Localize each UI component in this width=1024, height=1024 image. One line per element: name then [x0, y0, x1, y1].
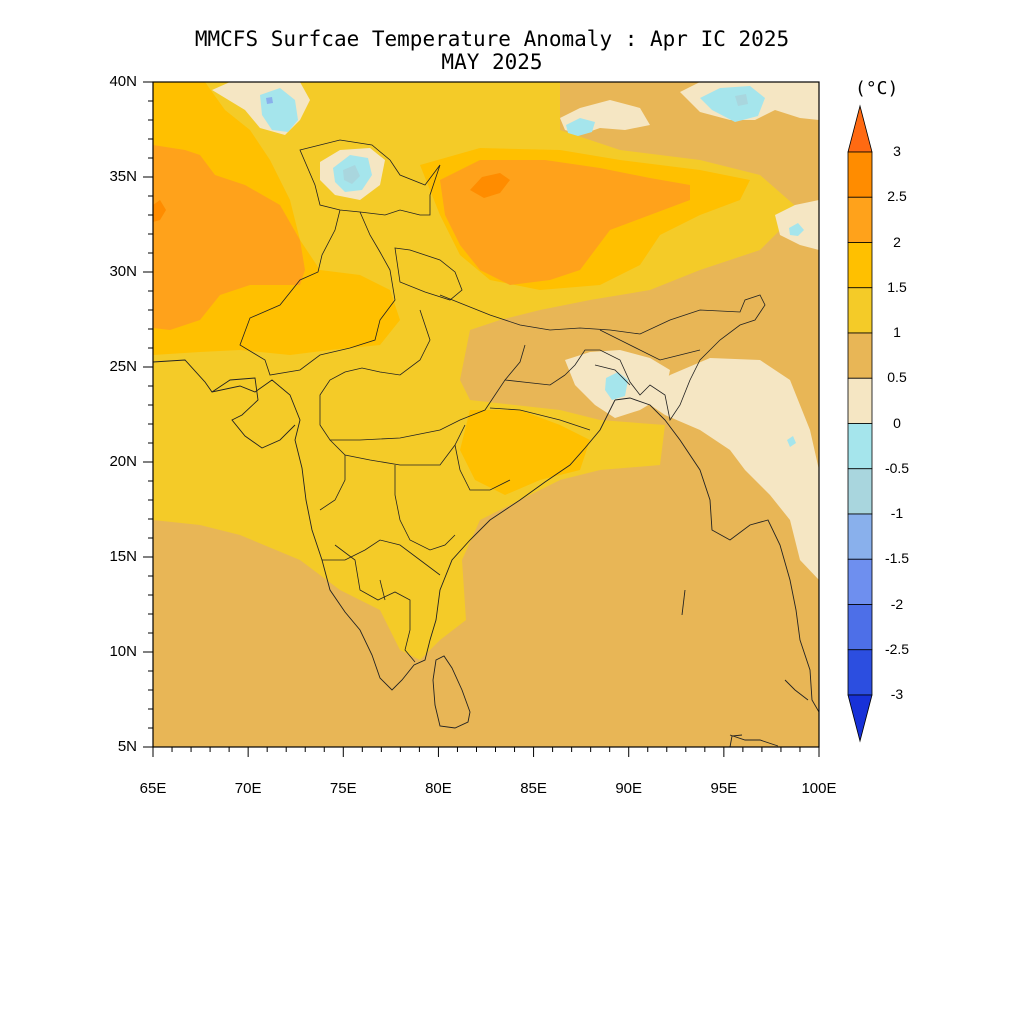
colorbar-tick-label: -1.5 — [884, 550, 910, 567]
colorbar-tick-label: 1 — [893, 324, 901, 340]
colorbar-box — [847, 558, 873, 605]
anomaly-field — [153, 82, 819, 747]
colorbar-box — [847, 649, 873, 696]
lon-tick-label: 90E — [615, 780, 643, 797]
lat-tick-label: 40N — [109, 73, 137, 90]
axis-ticks — [143, 81, 820, 757]
lat-tick-label: 30N — [109, 263, 137, 280]
colorbar — [847, 104, 873, 743]
colorbar-tick-label: -3 — [890, 686, 904, 702]
colorbar-box — [847, 287, 873, 334]
colorbar-box — [847, 332, 873, 379]
colorbar-box — [847, 423, 873, 470]
colorbar-tick-label: -1 — [890, 505, 904, 521]
coastline — [153, 359, 819, 747]
lon-tick-label: 65E — [139, 780, 167, 797]
anomaly-region-2-2.5-tibet — [440, 160, 690, 285]
colorbar-tick-label: -2.5 — [884, 640, 910, 657]
anomaly-region-2-2.5-west — [153, 145, 305, 330]
anomaly-region-2.5-3 — [153, 200, 166, 222]
plot-subtitle: MAY 2025 — [441, 50, 543, 74]
colorbar-tick-label: -0.5 — [884, 459, 910, 476]
colorbar-box — [847, 377, 873, 424]
anomaly-region-0-minus0.5 — [700, 86, 765, 122]
anomaly-region-0-minus0.5 — [566, 118, 595, 136]
lon-tick-label: 75E — [329, 780, 357, 797]
anomaly-region-0-minus0.5 — [787, 436, 796, 447]
colorbar-tick-label: 3 — [893, 143, 901, 159]
anomaly-region-0-minus0.5 — [343, 165, 360, 184]
colorbar-box — [847, 513, 873, 560]
lat-tick-label: 25N — [109, 358, 137, 375]
colorbar-arrow-bottom — [847, 694, 873, 743]
lat-tick-label: 20N — [109, 453, 137, 470]
lat-tick-label: 5N — [117, 738, 137, 755]
anomaly-region-2.5-3 — [470, 173, 510, 198]
lon-tick-label: 80E — [425, 780, 452, 797]
colorbar-box — [847, 242, 873, 289]
lat-tick-label: 15N — [109, 548, 137, 565]
anomaly-region-0-minus0.5 — [735, 94, 748, 106]
plot-title: MMCFS Surfcae Temperature Anomaly : Apr … — [194, 27, 790, 51]
colorbar-box — [847, 196, 873, 243]
lon-tick-label: 95E — [710, 780, 738, 797]
colorbar-tick-label: 1.5 — [887, 278, 907, 295]
colorbar-box — [847, 604, 873, 651]
anomaly-region-0-0.5-myanmar — [640, 358, 819, 580]
lon-tick-label: 85E — [520, 780, 547, 797]
anomaly-region-0-minus0.5 — [605, 372, 628, 400]
colorbar-tick-label: 2.5 — [887, 188, 907, 205]
lat-tick-label: 10N — [109, 643, 137, 660]
colorbar-tick-label: 0.5 — [887, 369, 907, 386]
colorbar-box — [847, 468, 873, 515]
colorbar-tick-label: 0 — [893, 414, 901, 431]
sri-lanka-outline — [432, 655, 471, 729]
colorbar-tick-label: -2 — [890, 595, 904, 612]
lon-tick-label: 100E — [801, 780, 837, 797]
anomaly-region-minus1-minus1.5 — [266, 97, 273, 104]
colorbar-tick-label: 2 — [893, 233, 901, 250]
lat-tick-label: 35N — [109, 168, 137, 185]
plot-frame — [152, 81, 820, 748]
colorbar-units: (°C) — [855, 78, 899, 99]
colorbar-box — [847, 151, 873, 198]
anomaly-region-0-minus0.5 — [789, 223, 804, 236]
colorbar-arrow-top — [847, 104, 873, 153]
administrative-borders — [239, 139, 766, 663]
lon-tick-label: 70E — [234, 780, 262, 797]
